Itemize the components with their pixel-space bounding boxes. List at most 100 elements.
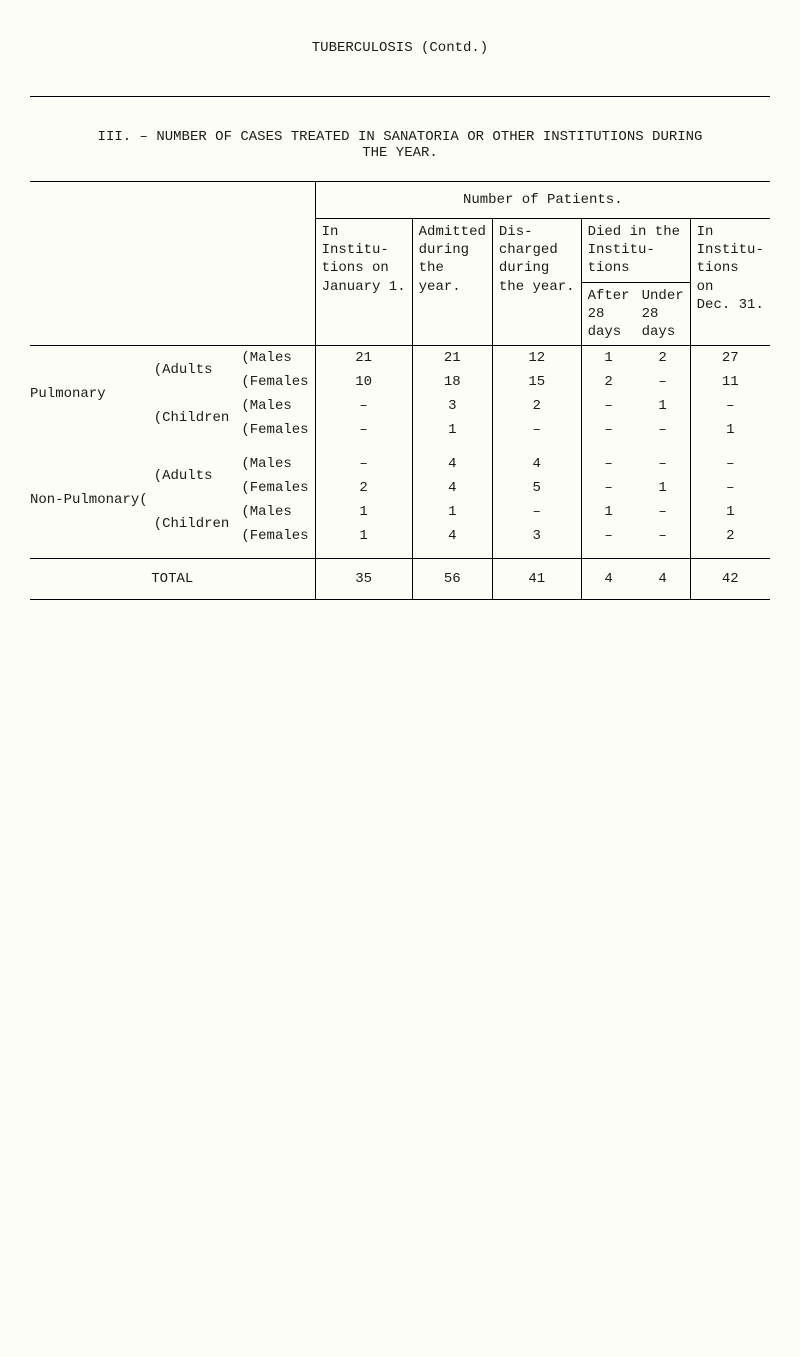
cell: –	[581, 418, 636, 442]
cell: 18	[412, 370, 492, 394]
col3-l2: charged	[499, 242, 558, 258]
col-head-4: Died in the Institu- tions After 28 days…	[581, 219, 690, 346]
row-label: (Males	[235, 452, 315, 476]
col5-l4: on	[697, 279, 714, 295]
row-label: (Females	[235, 370, 315, 394]
cell: –	[315, 452, 412, 476]
col4-l3: tions	[588, 260, 630, 276]
total-cell: 56	[412, 559, 492, 600]
cell: 2	[581, 370, 636, 394]
section-title: III. – NUMBER OF CASES TREATED IN SANATO…	[30, 129, 770, 161]
row-label: (Females	[235, 418, 315, 442]
total-cell: 42	[690, 559, 770, 600]
row-label: (Females	[235, 476, 315, 500]
group-label: Non-Pulmonary(	[30, 452, 154, 548]
col1-l4: January 1.	[322, 279, 406, 295]
cell: 2	[492, 394, 581, 418]
cell: 1	[412, 418, 492, 442]
col5-l1: In	[697, 224, 714, 240]
cell: –	[636, 452, 691, 476]
cell: 1	[412, 500, 492, 524]
blank-cell	[30, 182, 315, 219]
cell: 12	[492, 346, 581, 371]
col5-l2: Institu-	[697, 242, 764, 258]
col-head-1: In Institu- tions on January 1.	[315, 219, 412, 346]
col2-l3: the	[419, 260, 444, 276]
col2-l1: Admitted	[419, 224, 486, 240]
subgroup-label: (Children	[154, 500, 236, 548]
cell: 4	[412, 452, 492, 476]
cell: 1	[581, 500, 636, 524]
col5-l3: tions	[697, 260, 739, 276]
subgroup-label: (Adults	[154, 346, 236, 395]
cell: 21	[315, 346, 412, 371]
cell: 4	[492, 452, 581, 476]
cell: –	[690, 476, 770, 500]
col4a-l2: 28	[588, 306, 605, 322]
col3-l1: Dis-	[499, 224, 533, 240]
col4a-l3: days	[588, 324, 622, 340]
cell: –	[636, 418, 691, 442]
cell: –	[581, 394, 636, 418]
col4b-l2: 28	[642, 306, 659, 322]
cell: 27	[690, 346, 770, 371]
cell: 21	[412, 346, 492, 371]
col4a-l1: After	[588, 288, 630, 304]
total-cell: 4	[636, 559, 691, 600]
cell: –	[636, 500, 691, 524]
cell: –	[690, 452, 770, 476]
cell: 11	[690, 370, 770, 394]
total-cell: 41	[492, 559, 581, 600]
cell: 1	[315, 500, 412, 524]
total-cell: 35	[315, 559, 412, 600]
col4b-l1: Under	[642, 288, 684, 304]
cell: 3	[492, 524, 581, 548]
col-head-3: Dis- charged during the year.	[492, 219, 581, 346]
cell: 2	[315, 476, 412, 500]
row-label: (Males	[235, 394, 315, 418]
col4-l2: Institu-	[588, 242, 655, 258]
cell: –	[581, 476, 636, 500]
cell: –	[636, 524, 691, 548]
col-head-5: In Institu- tions on Dec. 31.	[690, 219, 770, 346]
group-label: Pulmonary	[30, 346, 154, 443]
row-label: (Males	[235, 500, 315, 524]
total-cell: 4	[581, 559, 636, 600]
col3-l3: during	[499, 260, 549, 276]
cell: 1	[581, 346, 636, 371]
col4b-l3: days	[642, 324, 676, 340]
total-label: TOTAL	[30, 559, 315, 600]
col5-l5: Dec. 31.	[697, 297, 764, 313]
cell: 1	[315, 524, 412, 548]
col1-l1: In	[322, 224, 339, 240]
cell: –	[581, 452, 636, 476]
cell: 1	[636, 476, 691, 500]
cell: –	[492, 418, 581, 442]
blank-cell	[30, 219, 315, 346]
col2-l4: year.	[419, 279, 461, 295]
cell: –	[690, 394, 770, 418]
cell: –	[315, 394, 412, 418]
cell: 4	[412, 476, 492, 500]
cell: –	[315, 418, 412, 442]
col1-l2: Institu-	[322, 242, 389, 258]
page-title: TUBERCULOSIS (Contd.)	[30, 40, 770, 56]
cell: 1	[690, 418, 770, 442]
cell: 1	[690, 500, 770, 524]
cell: –	[581, 524, 636, 548]
cell: 15	[492, 370, 581, 394]
cell: –	[492, 500, 581, 524]
cell: 2	[636, 346, 691, 371]
header-top: Number of Patients.	[315, 182, 770, 219]
col1-l3: tions on	[322, 260, 389, 276]
col-head-2: Admitted during the year.	[412, 219, 492, 346]
cell: 2	[690, 524, 770, 548]
col4-l1: Died in the	[588, 224, 680, 240]
subgroup-label: (Children	[154, 394, 236, 442]
cell: 3	[412, 394, 492, 418]
row-label: (Males	[235, 346, 315, 371]
cell: –	[636, 370, 691, 394]
cell: 1	[636, 394, 691, 418]
data-table: Number of Patients. In Institu- tions on…	[30, 181, 770, 599]
cell: 10	[315, 370, 412, 394]
